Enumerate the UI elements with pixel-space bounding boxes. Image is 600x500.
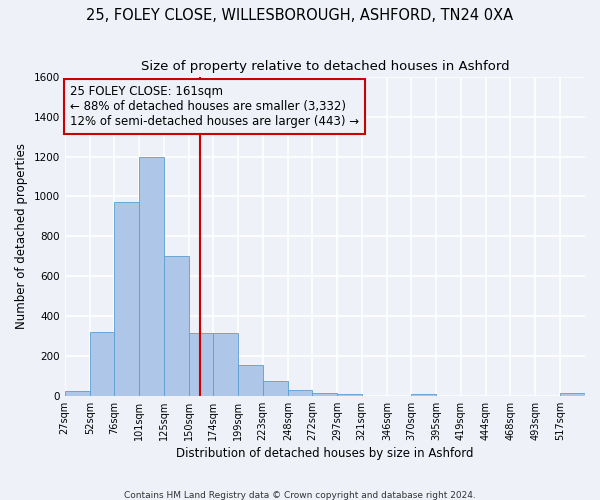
Text: 25, FOLEY CLOSE, WILLESBOROUGH, ASHFORD, TN24 0XA: 25, FOLEY CLOSE, WILLESBOROUGH, ASHFORD,…	[86, 8, 514, 22]
X-axis label: Distribution of detached houses by size in Ashford: Distribution of detached houses by size …	[176, 447, 473, 460]
Bar	[312, 392, 337, 396]
Bar	[90, 332, 114, 396]
Bar	[560, 394, 585, 396]
Text: Contains HM Land Registry data © Crown copyright and database right 2024.: Contains HM Land Registry data © Crown c…	[124, 490, 476, 500]
Bar	[65, 390, 90, 396]
Text: 25 FOLEY CLOSE: 161sqm
← 88% of detached houses are smaller (3,332)
12% of semi-: 25 FOLEY CLOSE: 161sqm ← 88% of detached…	[70, 85, 359, 128]
Bar	[164, 256, 189, 396]
Bar	[213, 333, 238, 396]
Bar	[411, 394, 436, 396]
Title: Size of property relative to detached houses in Ashford: Size of property relative to detached ho…	[140, 60, 509, 73]
Bar	[139, 156, 164, 396]
Bar	[238, 365, 263, 396]
Bar	[189, 333, 213, 396]
Y-axis label: Number of detached properties: Number of detached properties	[15, 144, 28, 330]
Bar	[263, 381, 288, 396]
Bar	[114, 202, 139, 396]
Bar	[337, 394, 362, 396]
Bar	[288, 390, 312, 396]
